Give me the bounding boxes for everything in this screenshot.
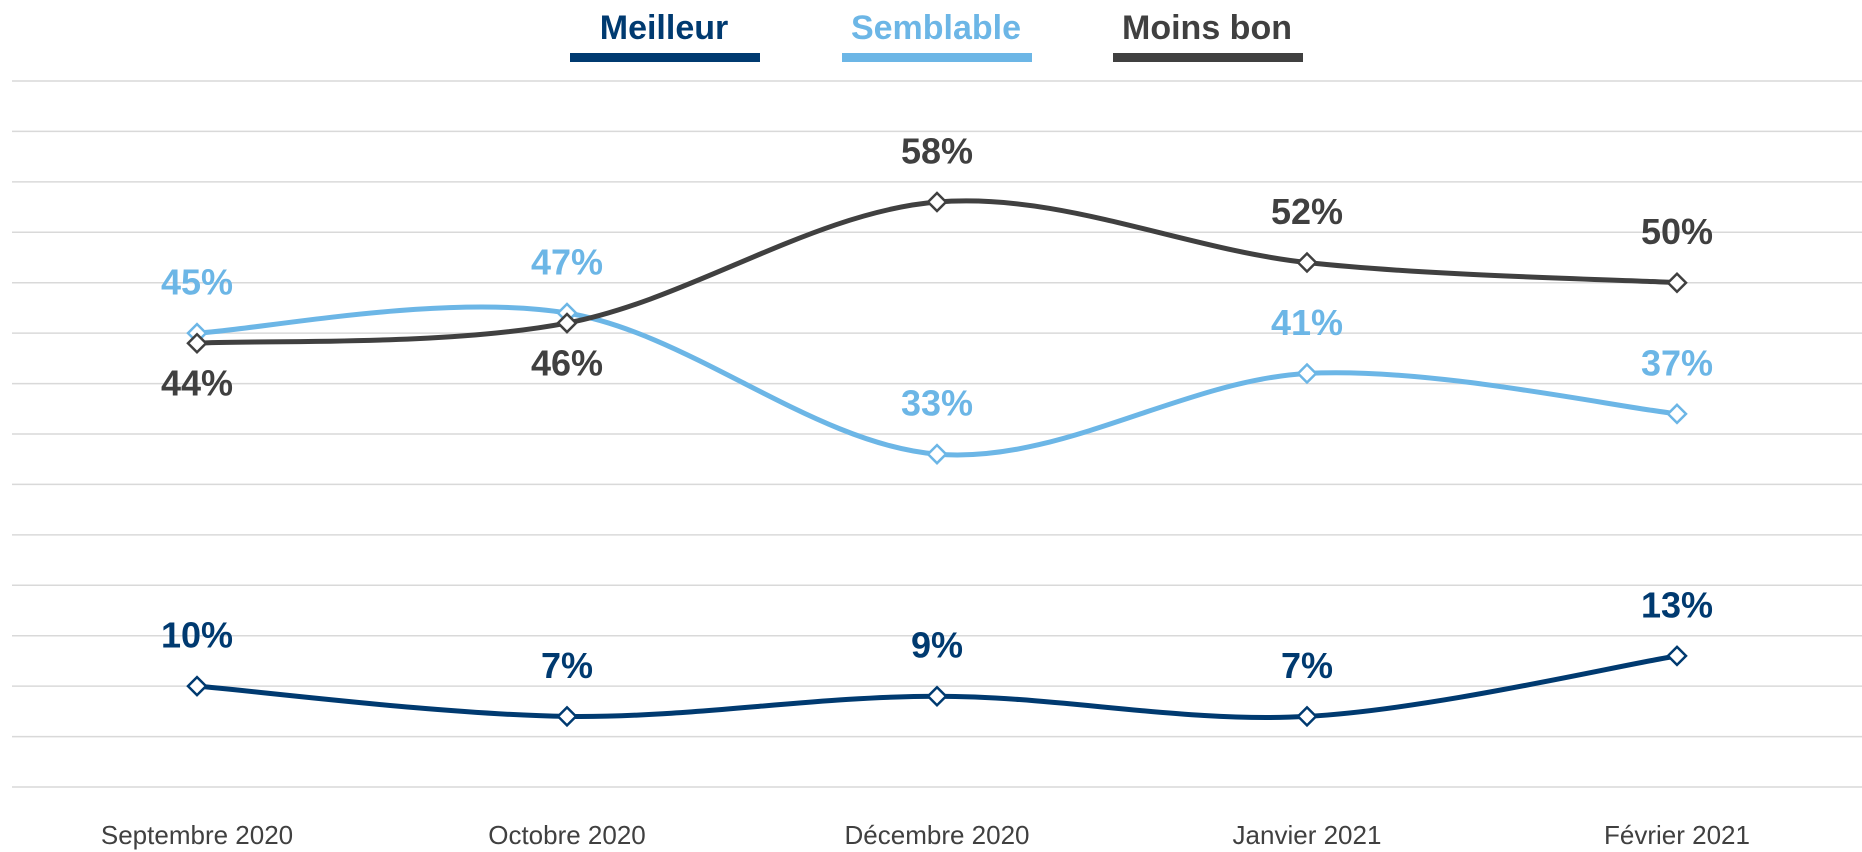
legend-swatch xyxy=(1113,53,1303,62)
data-label: 50% xyxy=(1641,211,1713,252)
data-label: 37% xyxy=(1641,342,1713,383)
point-marker xyxy=(186,332,208,354)
legend-label: Moins bon xyxy=(1122,9,1292,47)
x-tick-label: Décembre 2020 xyxy=(845,820,1030,850)
legend-swatch xyxy=(570,53,760,62)
data-label: 9% xyxy=(911,625,963,666)
point-marker xyxy=(1296,705,1318,728)
data-label: 52% xyxy=(1271,191,1343,232)
x-tick-label: Janvier 2021 xyxy=(1233,820,1382,850)
point-marker xyxy=(556,705,578,728)
x-tick-label: Février 2021 xyxy=(1604,820,1750,850)
point-marker xyxy=(556,312,578,334)
series-line xyxy=(196,198,1678,346)
point-marker xyxy=(926,685,948,707)
point-marker xyxy=(926,191,948,213)
data-label: 41% xyxy=(1271,302,1343,343)
data-label: 10% xyxy=(161,615,233,656)
point-marker xyxy=(926,443,948,465)
point-marker xyxy=(1666,645,1688,667)
point-marker xyxy=(1666,271,1688,294)
data-label: 46% xyxy=(531,343,603,384)
data-label: 44% xyxy=(161,363,233,404)
data-label: 33% xyxy=(901,383,973,424)
data-label: 7% xyxy=(541,645,593,686)
data-label: 7% xyxy=(1281,645,1333,686)
legend-label: Meilleur xyxy=(600,9,728,47)
legend-swatch xyxy=(842,53,1032,62)
x-tick-label: Septembre 2020 xyxy=(101,820,293,850)
point-marker xyxy=(186,675,208,697)
point-marker xyxy=(1296,251,1318,274)
series-line xyxy=(196,304,1678,458)
point-marker xyxy=(1296,362,1318,385)
point-marker xyxy=(1666,403,1688,425)
data-label: 58% xyxy=(901,131,973,172)
legend-label: Semblable xyxy=(851,9,1021,47)
data-label: 47% xyxy=(531,241,603,282)
x-tick-label: Octobre 2020 xyxy=(488,820,646,850)
data-label: 45% xyxy=(161,262,233,303)
data-label: 13% xyxy=(1641,584,1713,625)
